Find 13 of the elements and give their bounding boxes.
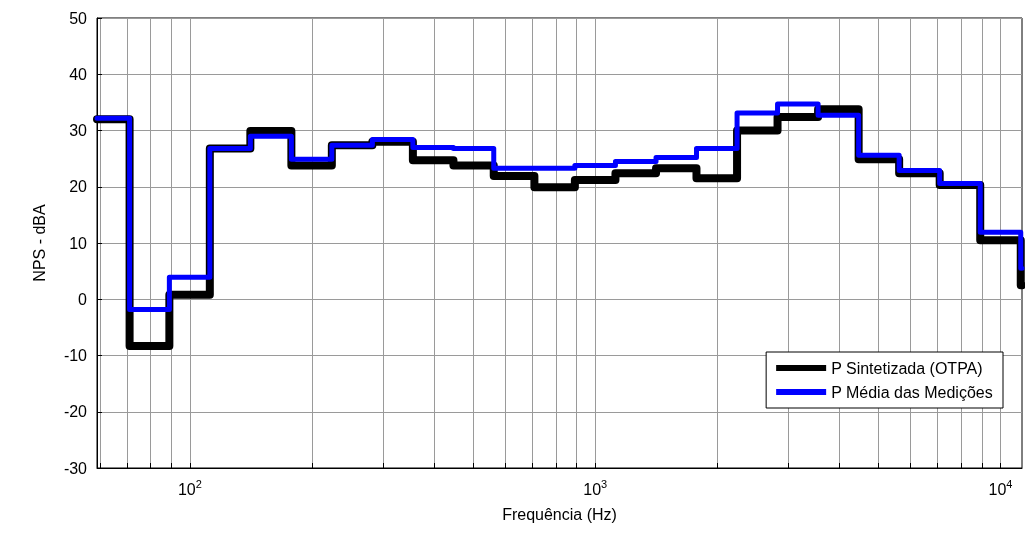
y-axis-title: NPS - dBA	[30, 203, 48, 282]
legend-label: P Sintetizada (OTPA)	[831, 359, 983, 377]
y-tick-label: 10	[69, 234, 88, 252]
y-tick-label: 40	[69, 65, 88, 83]
y-tick-label: -30	[63, 459, 88, 477]
y-tick-label: 0	[78, 290, 88, 308]
y-tick-label: 50	[69, 9, 88, 27]
y-tick-label: 20	[69, 178, 88, 196]
y-tick-label: 30	[69, 122, 88, 139]
legend-label: P Média das Medições	[831, 383, 993, 401]
y-tick-label: -20	[63, 403, 88, 421]
x-axis-title: Frequência (Hz)	[502, 505, 617, 523]
y-tick-label: -10	[63, 347, 88, 364]
